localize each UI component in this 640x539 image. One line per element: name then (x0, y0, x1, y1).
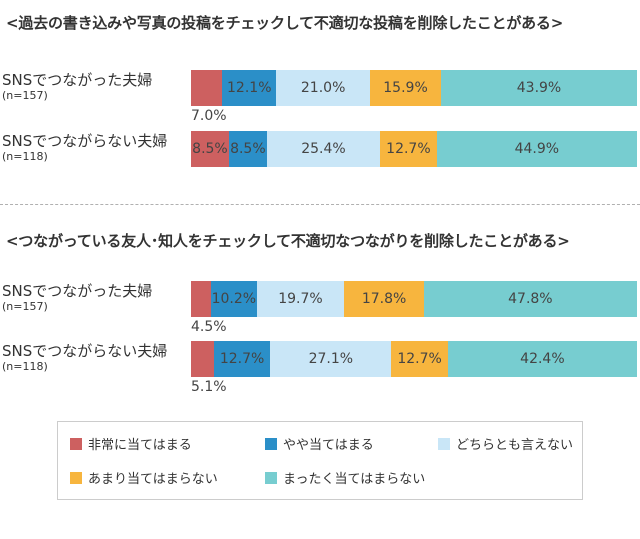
data-label: 42.4% (520, 351, 565, 367)
data-label: 15.9% (383, 80, 428, 96)
bar-segment: 10.2% (211, 281, 257, 317)
bar-segment: 25.4% (266, 131, 381, 167)
chart-title: <つながっている友人･知人をチェックして不適切なつながりを削除したことがある> (6, 232, 570, 250)
data-label: 12.7% (219, 351, 265, 367)
bar-segment: 12.7% (213, 341, 271, 377)
bar-segment: 15.9% (370, 70, 441, 106)
legend: 非常に当てはまる やや当てはまる どちらとも言えないあまり当てはまらない まったく当て… (57, 421, 583, 500)
bar-segment: 47.8% (423, 281, 637, 317)
row-n-count: (n=157) (2, 89, 48, 102)
legend-item: あまり当てはまらない (70, 468, 218, 487)
data-label: 10.2% (211, 291, 257, 307)
legend-swatch (265, 437, 277, 450)
data-label: 17.8% (361, 291, 407, 307)
data-label: 5.1% (191, 379, 227, 395)
data-label: 4.5% (191, 319, 227, 335)
stacked-bar: 12.1% 21.0% 15.9% 43.9% (191, 70, 637, 106)
bar-segment: 12.1% (222, 70, 277, 106)
row-n-count: (n=157) (2, 300, 48, 313)
data-label: 8.5% (192, 141, 228, 157)
bar-segment: 12.7% (380, 131, 437, 167)
bar-segment: 43.9% (441, 70, 637, 106)
legend-label: あまり当てはまらない (88, 472, 218, 487)
data-label: 44.9% (514, 141, 560, 157)
row-label: SNSでつながらない夫婦 (n=118) (2, 342, 167, 373)
bar-segment (191, 341, 214, 377)
legend-swatch (265, 471, 277, 484)
bar-segment: 42.4% (447, 341, 637, 377)
legend-item: どちらとも言えない (438, 434, 573, 453)
row-n-count: (n=118) (2, 150, 48, 163)
stacked-bar: 12.7% 27.1% 12.7% 42.4% (191, 341, 637, 377)
legend-label: やや当てはまる (283, 438, 374, 453)
row-n-count: (n=118) (2, 360, 48, 373)
bar-segment: 8.5% (191, 131, 229, 167)
row-name: SNSでつながった夫婦 (2, 71, 153, 89)
data-label: 19.7% (278, 291, 323, 307)
data-label: 25.4% (301, 141, 346, 157)
legend-swatch (70, 437, 82, 450)
legend-swatch (438, 437, 450, 450)
bar-segment (191, 70, 223, 106)
legend-swatch (70, 471, 82, 484)
data-label: 27.1% (308, 351, 354, 367)
data-label: 12.1% (227, 80, 272, 96)
bar-segment: 21.0% (276, 70, 371, 106)
legend-label: 非常に当てはまる (88, 438, 192, 453)
data-label: 7.0% (191, 108, 227, 124)
legend-item: まったく当てはまらない (265, 468, 425, 487)
bar-segment: 44.9% (436, 131, 637, 167)
row-label: SNSでつながった夫婦 (n=157) (2, 282, 152, 313)
legend-item: やや当てはまる (265, 434, 374, 453)
data-label: 8.5% (230, 141, 266, 157)
data-label: 21.0% (300, 80, 346, 96)
data-label: 43.9% (516, 80, 562, 96)
chart-title: <過去の書き込みや写真の投稿をチェックして不適切な投稿を削除したことがある> (6, 14, 564, 32)
row-label: SNSでつながった夫婦 (n=157) (2, 71, 152, 102)
section-divider (0, 204, 640, 205)
bar-segment: 27.1% (270, 341, 392, 377)
row-label: SNSでつながらない夫婦 (n=118) (2, 132, 167, 163)
row-name: SNSでつながった夫婦 (2, 282, 153, 300)
bar-segment: 8.5% (228, 131, 267, 167)
legend-item: 非常に当てはまる (70, 434, 192, 453)
row-name: SNSでつながらない夫婦 (2, 342, 168, 360)
bar-segment (191, 281, 212, 317)
data-label: 12.7% (386, 141, 431, 157)
stacked-bar: 8.5% 8.5% 25.4% 12.7% 44.9% (191, 131, 637, 167)
data-label: 47.8% (508, 291, 553, 307)
bar-segment: 12.7% (391, 341, 448, 377)
legend-label: どちらとも言えない (456, 438, 574, 453)
data-label: 12.7% (397, 351, 442, 367)
stacked-bar: 10.2% 19.7% 17.8% 47.8% (191, 281, 637, 317)
row-name: SNSでつながらない夫婦 (2, 132, 168, 150)
bar-segment: 17.8% (344, 281, 424, 317)
legend-label: まったく当てはまらない (283, 472, 426, 487)
bar-segment: 19.7% (256, 281, 345, 317)
